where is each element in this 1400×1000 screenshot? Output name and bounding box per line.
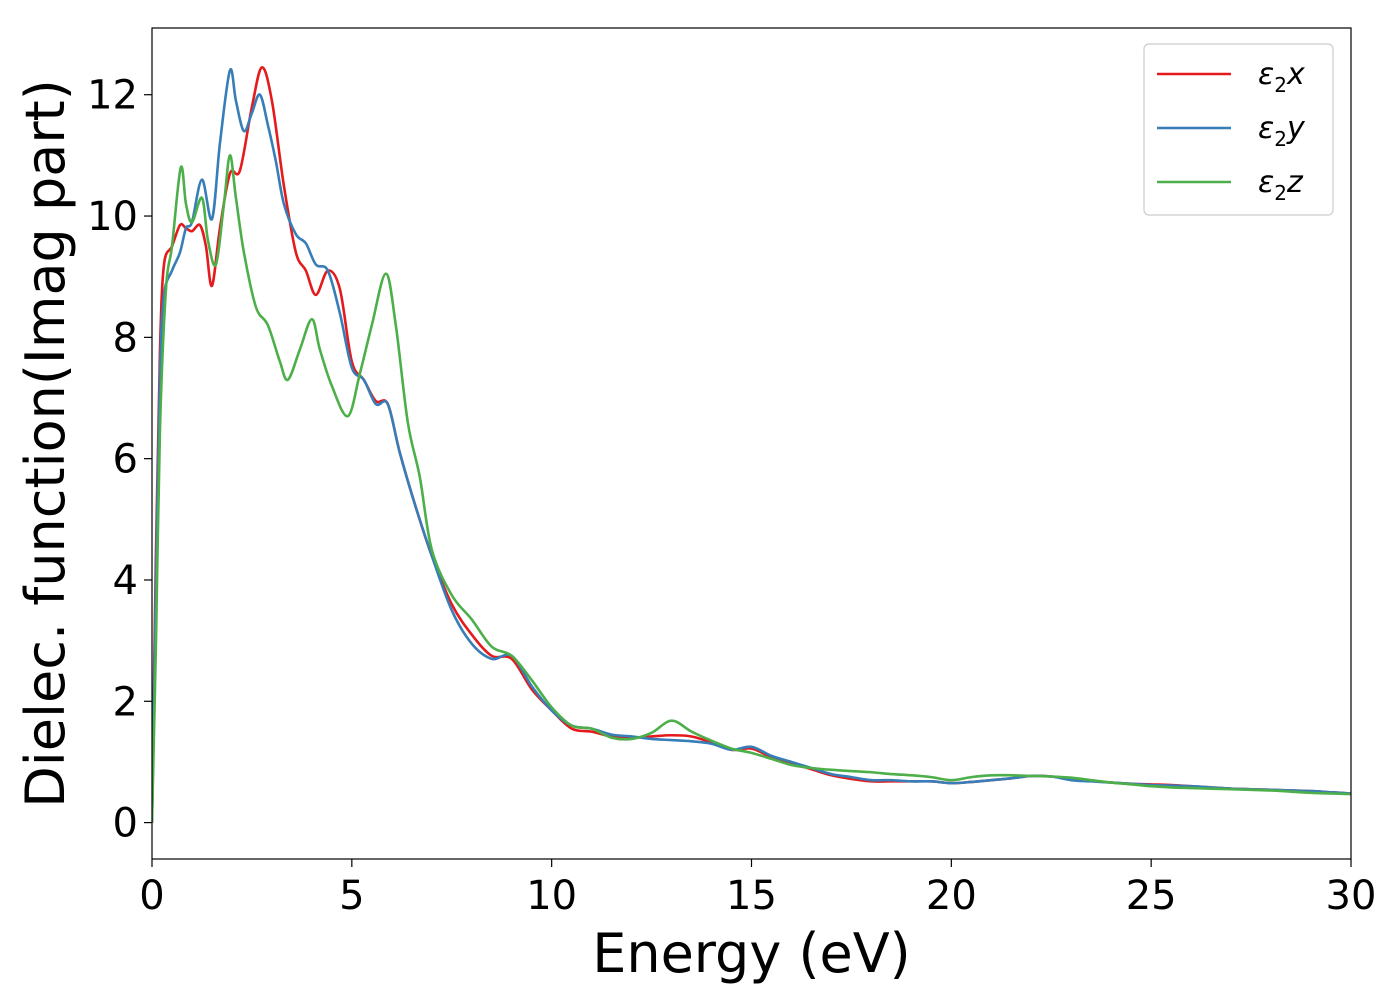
x-axis-ticks: 0 5 10 15 20 25 30 [139, 859, 1376, 919]
x-tick-label: 15 [726, 873, 777, 919]
y-tick-label: 12 [87, 73, 138, 119]
series-line-z [152, 154, 1351, 823]
y-tick-label: 0 [113, 801, 138, 847]
series-layer [152, 66, 1351, 823]
y-axis-ticks: 0 2 4 6 8 10 12 [87, 73, 152, 847]
y-tick-label: 4 [113, 558, 138, 604]
x-axis-title: Energy (eV) [592, 922, 911, 985]
legend-label-z: ε2z [1258, 165, 1304, 205]
legend-box [1143, 43, 1334, 216]
x-tick-label: 25 [1126, 873, 1177, 919]
y-axis-title: Dielec. function(Imag part) [14, 79, 77, 808]
y-tick-label: 8 [113, 315, 138, 361]
legend-label-x: ε2x [1258, 57, 1305, 97]
y-tick-label: 2 [113, 679, 138, 725]
x-tick-label: 20 [926, 873, 977, 919]
legend: ε2x ε2y ε2z [1143, 43, 1334, 216]
legend-label-y: ε2y [1258, 111, 1306, 151]
x-tick-label: 0 [139, 873, 164, 919]
x-tick-label: 10 [526, 873, 577, 919]
x-tick-label: 5 [339, 873, 364, 919]
x-tick-label: 30 [1326, 873, 1377, 919]
y-tick-label: 10 [87, 194, 138, 240]
y-tick-label: 6 [113, 437, 138, 483]
